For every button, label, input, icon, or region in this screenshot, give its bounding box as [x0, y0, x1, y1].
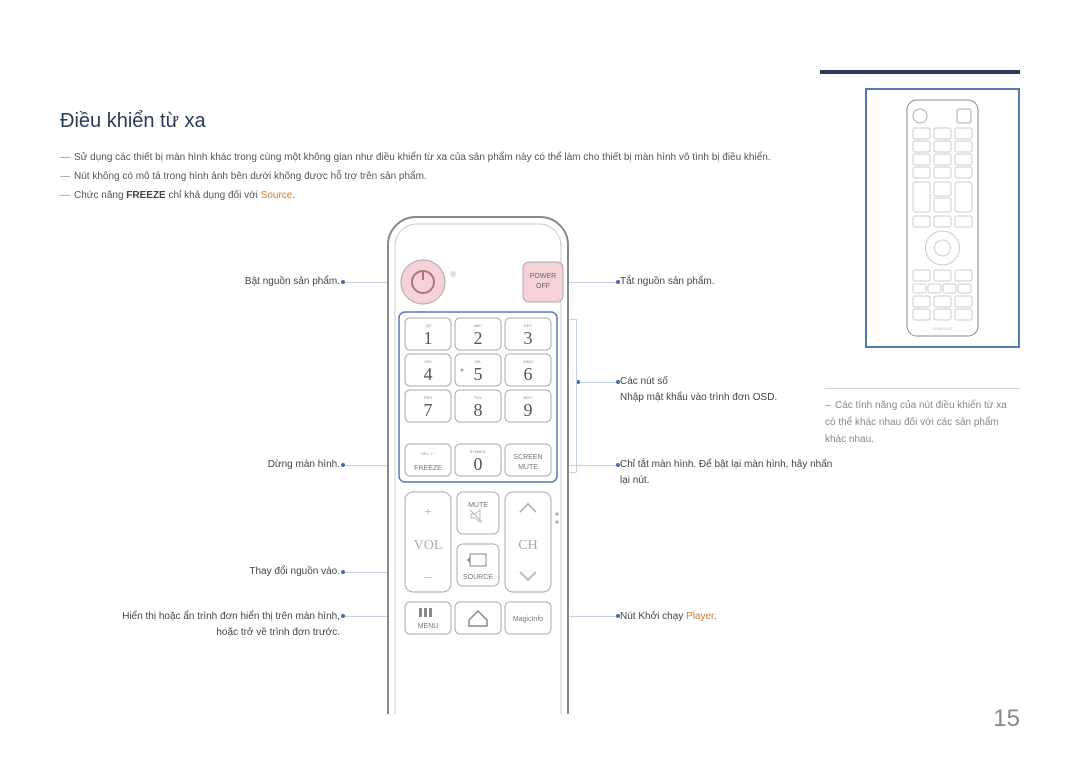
svg-text:VOL: VOL	[414, 538, 443, 553]
remote-thumbnail: SAMSUNG	[905, 98, 980, 338]
svg-text:MUTE: MUTE	[518, 464, 538, 471]
callout-screen-mute: Chỉ tắt màn hình. Để bật lại màn hình, h…	[620, 457, 840, 489]
svg-text:OFF: OFF	[536, 283, 550, 290]
svg-text:DEL ·/··: DEL ·/··	[421, 451, 435, 456]
svg-text:SAMSUNG: SAMSUNG	[932, 326, 952, 331]
decorative-bar	[820, 70, 1020, 74]
svg-text:FREEZE: FREEZE	[414, 465, 442, 472]
callout-numbers: Các nút số Nhập mật khẩu vào trình đơn O…	[620, 374, 840, 406]
callout-power-off: Tắt nguồn sản phẩm.	[620, 274, 840, 290]
svg-text:MUTE: MUTE	[468, 502, 488, 509]
page-number: 15	[993, 705, 1020, 733]
svg-text:SCREEN: SCREEN	[513, 454, 542, 461]
svg-text:MagicInfo: MagicInfo	[513, 616, 543, 623]
svg-text:7: 7	[424, 400, 433, 420]
side-note: –Các tính năng của nút điều khiển từ xa …	[825, 388, 1020, 448]
callout-power-on: Bật nguồn sản phẩm.	[140, 274, 340, 290]
remote-illustration: POWER OFF .QZ1 ABC2 DEF3 GHI4 JKL5 MNO6 …	[385, 214, 571, 714]
svg-text:2: 2	[474, 328, 483, 348]
svg-text:CH: CH	[518, 538, 537, 553]
svg-text:1: 1	[424, 328, 433, 348]
svg-text:−: −	[424, 571, 432, 586]
callout-menu: Hiển thị hoặc ẩn trình đơn hiển thị trên…	[110, 609, 340, 641]
note-3: Chức năng FREEZE chỉ khả dụng đối với So…	[74, 187, 295, 204]
svg-text:9: 9	[524, 400, 533, 420]
svg-text:6: 6	[524, 364, 533, 384]
svg-text:4: 4	[424, 364, 433, 384]
svg-text:0: 0	[474, 454, 483, 474]
callout-source: Thay đổi nguồn vào.	[140, 564, 340, 580]
svg-text:5: 5	[474, 364, 483, 384]
svg-text:3: 3	[524, 328, 533, 348]
notes-block: ―Sử dụng các thiết bị màn hình khác tron…	[60, 149, 780, 204]
label-power: POWER	[530, 273, 556, 280]
keypad: .QZ1 ABC2 DEF3 GHI4 JKL5 MNO6 PRS7 TUV8 …	[405, 318, 551, 476]
callout-freeze: Dừng màn hình.	[140, 457, 340, 473]
svg-text:SOURCE: SOURCE	[463, 574, 493, 581]
callout-magicinfo: Nút Khởi chạy Player.	[620, 609, 840, 625]
note-2: Nút không có mô tả trong hình ảnh bên dư…	[74, 168, 427, 185]
remote-thumbnail-box: SAMSUNG	[865, 88, 1020, 348]
svg-text:MENU: MENU	[418, 623, 439, 630]
svg-text:8: 8	[474, 400, 483, 420]
note-1: Sử dụng các thiết bị màn hình khác trong…	[74, 149, 771, 166]
svg-text:+: +	[424, 505, 432, 520]
